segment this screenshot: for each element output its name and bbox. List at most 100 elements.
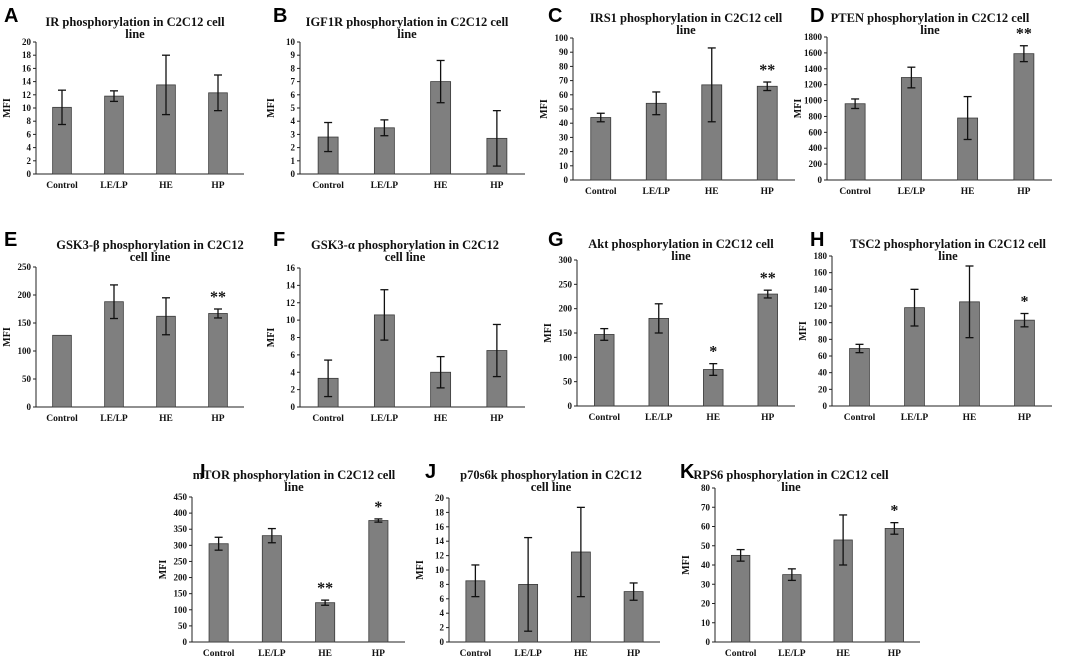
y-tick-label: 20 [22,37,32,47]
y-tick-label: 600 [809,127,823,137]
panel-title-line: GSK3-β phosphorylation in C2C12 [56,238,244,252]
y-tick-label: 1400 [804,64,823,74]
panel-letter: D [810,5,824,27]
y-tick-label: 4 [291,367,296,377]
y-tick-label: 0 [291,169,296,179]
panel-letter: A [4,5,18,27]
significance-marker: ** [1016,26,1032,43]
bar-le-lp [261,535,282,643]
y-tick-label: 1 [291,156,296,166]
y-tick-label: 150 [559,328,573,338]
y-tick-label: 50 [22,374,32,384]
y-tick-label: 1600 [804,48,823,58]
x-tick-label: HP [761,413,774,423]
y-tick-label: 18 [435,507,445,517]
panel-letter: B [273,5,287,27]
bar-hp [1013,53,1035,181]
x-tick-label: LE/LP [100,181,128,191]
y-tick-label: 20 [701,599,711,609]
y-tick-label: 150 [18,318,32,328]
x-tick-label: HE [318,649,332,659]
y-tick-label: 200 [18,290,32,300]
x-tick-label: Control [312,181,344,191]
y-tick-label: 12 [22,90,32,100]
y-tick-label: 0 [183,637,188,647]
panel-title-line: RPS6 phosphorylation in C2C12 cell [693,468,889,482]
y-tick-label: 6 [291,90,296,100]
y-tick-label: 140 [814,284,828,294]
bar-control [844,103,866,181]
x-tick-label: LE/LP [643,187,671,197]
x-tick-label: LE/LP [371,414,399,424]
x-tick-label: Control [203,649,235,659]
y-axis-label: MFI [415,560,426,580]
y-tick-label: 60 [701,522,711,532]
y-tick-label: 20 [559,147,569,157]
x-tick-label: LE/LP [898,187,926,197]
bar-control [849,348,870,407]
x-tick-label: Control [46,414,78,424]
significance-marker: ** [760,270,776,287]
y-axis-label: MFI [543,323,554,343]
y-tick-label: 0 [823,401,828,411]
y-tick-label: 20 [435,493,445,503]
panel-letter: I [200,461,206,483]
bar-control [594,334,615,407]
x-tick-label: Control [460,649,492,659]
x-tick-label: HE [434,181,448,191]
panel-title-line: Akt phosphorylation in C2C12 cell [588,237,774,251]
panel-title-line: TSC2 phosphorylation in C2C12 cell [850,237,1046,251]
y-tick-label: 0 [706,637,711,647]
y-tick-label: 0 [568,401,573,411]
y-tick-label: 2 [291,143,296,153]
y-tick-label: 2 [27,156,32,166]
significance-marker: * [890,503,898,520]
y-tick-label: 10 [559,161,569,171]
y-tick-label: 12 [435,551,445,561]
x-tick-label: Control [839,187,871,197]
x-tick-label: LE/LP [100,414,128,424]
bar-control [731,554,751,643]
y-tick-label: 60 [559,90,569,100]
y-tick-label: 0 [440,637,445,647]
y-tick-label: 1000 [804,96,823,106]
panel-title-line: line [397,27,417,41]
x-tick-label: Control [589,413,621,423]
panel-title-line: IR phosphorylation in C2C12 cell [45,15,225,29]
y-tick-label: 450 [174,492,188,502]
y-tick-label: 70 [701,502,711,512]
bar-hp [208,313,228,408]
y-tick-label: 160 [814,268,828,278]
y-tick-label: 3 [291,129,296,139]
panel-title-line: line [284,480,304,494]
y-tick-label: 6 [27,129,32,139]
x-tick-label: HE [159,181,173,191]
panel-letter: H [810,229,824,251]
y-tick-label: 4 [440,608,445,618]
x-tick-label: HE [574,649,588,659]
y-tick-label: 50 [563,377,573,387]
y-tick-label: 30 [701,579,711,589]
y-tick-label: 5 [291,103,296,113]
y-tick-label: 12 [286,298,296,308]
y-tick-label: 100 [174,605,188,615]
y-tick-label: 200 [174,573,188,583]
x-tick-label: LE/LP [901,413,929,423]
panel-letter: G [548,229,564,251]
panel-title-line: IGF1R phosphorylation in C2C12 cell [306,15,509,29]
x-tick-label: HP [888,649,901,659]
x-tick-label: HE [705,187,719,197]
panel-title-line: line [781,480,801,494]
x-tick-label: Control [585,187,617,197]
y-tick-label: 80 [559,61,569,71]
y-tick-label: 200 [559,304,573,314]
significance-marker: ** [759,62,775,79]
y-tick-label: 14 [435,536,445,546]
x-tick-label: HP [490,414,503,424]
y-tick-label: 10 [286,37,296,47]
